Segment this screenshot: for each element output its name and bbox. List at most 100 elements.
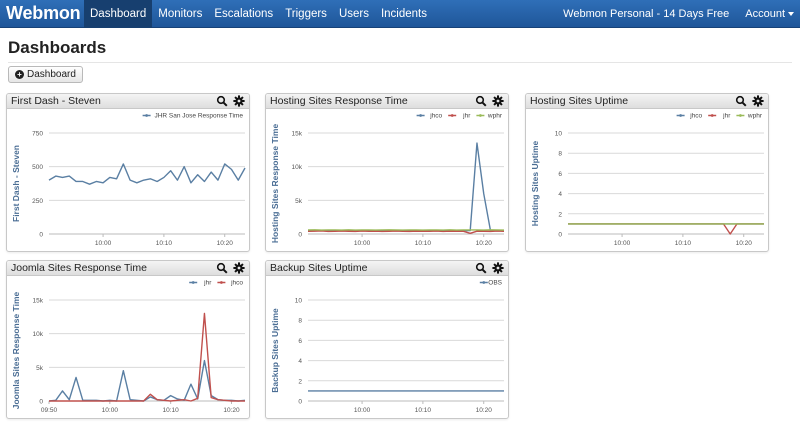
search-icon[interactable] [475,262,487,274]
series-line-jhco [307,142,505,232]
series-line-jhr [307,230,505,235]
plus-circle-icon: + [15,70,24,79]
y-tick-label: 2 [558,211,562,218]
nav-dashboard[interactable]: Dashboard [84,0,153,28]
x-tick-label: 09:50 [41,407,58,414]
legend-label: jhco [230,280,243,287]
widget-header: Hosting Sites Uptime [526,94,768,109]
widget-tools [470,262,504,274]
y-tick-label: 10 [295,298,303,305]
y-tick-label: 10k [33,331,44,338]
x-tick-label: 10:00 [354,240,371,247]
x-tick-label: 10:00 [354,407,371,414]
x-tick-label: 10:00 [102,407,119,414]
y-axis-label: Hosting Sites Uptime [530,140,540,226]
search-icon[interactable] [216,262,228,274]
legend-marker [191,281,195,284]
x-tick-label: 10:20 [223,407,240,414]
widget-title: Hosting Sites Uptime [530,95,629,107]
chart-backup-uptime: Backup Sites Uptime 0 2 4 6 8 10 10:00 10:10 10:2… [270,280,504,414]
search-icon[interactable] [735,95,747,107]
x-tick-label: 10:10 [675,240,692,247]
y-tick-label: 0 [39,399,43,406]
y-tick-label: 2 [298,378,302,385]
account-menu[interactable]: Account [745,0,794,28]
x-tick-label: 10:20 [217,240,234,247]
y-tick-label: 15k [33,298,44,305]
series-line-jhr [48,359,246,402]
main-nav: Dashboard Monitors Escalations Triggers … [84,0,433,28]
nav-escalations[interactable]: Escalations [214,8,274,20]
x-tick-label: 10:10 [415,407,432,414]
y-tick-label: 0 [39,232,43,239]
widget-tools [470,95,504,107]
x-tick-label: 10:00 [614,240,631,247]
nav-incidents[interactable]: Incidents [380,8,427,20]
y-tick-label: 500 [32,164,43,171]
legend-label: jhco [689,113,702,120]
nav-monitors[interactable]: Monitors [158,8,203,20]
legend-marker [220,281,223,284]
x-tick-label: 10:10 [156,240,173,247]
legend-label: wphr [487,113,503,120]
x-tick-label: 10:20 [476,407,493,414]
y-tick-label: 5k [36,365,44,372]
top-navbar: Webmon Dashboard Monitors Escalations Tr… [0,0,800,28]
legend-label: JHR San Jose Response Time [154,113,243,120]
add-dashboard-label: Dashboard [27,69,76,80]
legend-marker [679,114,682,117]
widget-header: Joomla Sites Response Time [7,261,249,276]
y-tick-label: 8 [298,318,302,325]
y-tick-label: 0 [558,232,562,239]
y-tick-label: 6 [298,338,302,345]
legend: JHR San Jose Response Time [142,113,243,120]
gear-icon[interactable] [492,95,504,107]
widget-backup-uptime: Backup Sites Uptime Backup Sites Uptime 0… [265,260,509,419]
y-tick-label: 10 [555,131,563,138]
chart-first-dash: First Dash - Steven 0 250 500 750 10:00 10:10 1… [11,113,246,247]
widget-title: Joomla Sites Response Time [11,262,147,274]
chart-hosting-uptime: Hosting Sites Uptime 0 2 4 6 8 10 10:00 10:10 10:… [530,113,764,247]
plan-label[interactable]: Webmon Personal - 14 Days Free [563,8,730,20]
gear-icon[interactable] [492,262,504,274]
account-label: Account [745,8,785,20]
legend-marker [482,281,486,284]
legend-label: wphr [747,113,763,120]
gear-icon[interactable] [752,95,764,107]
widget-header: First Dash - Steven [7,94,249,109]
widget-header: Hosting Sites Response Time [266,94,508,109]
widget-hosting-uptime: Hosting Sites Uptime Hosting Sites Uptim… [525,93,769,252]
y-axis-label: Hosting Sites Response Time [270,124,280,244]
legend-marker [145,114,149,117]
y-tick-label: 10k [292,164,303,171]
legend-label: jhr [462,113,471,120]
x-tick-label: 10:20 [736,240,753,247]
gear-icon[interactable] [233,262,245,274]
y-tick-label: 750 [32,131,43,138]
widget-joomla-response: Joomla Sites Response Time Joomla Sites … [6,260,250,419]
legend-label: OBS [488,280,502,287]
nav-triggers[interactable]: Triggers [285,8,327,20]
widget-header: Backup Sites Uptime [266,261,508,276]
widget-title: Backup Sites Uptime [270,262,368,274]
widget-tools [211,262,245,274]
search-icon[interactable] [216,95,228,107]
search-icon[interactable] [475,95,487,107]
chart-joomla-response: Joomla Sites Response Time 0 5k 10k 15k 09:50… [11,280,246,414]
brand-logo[interactable]: Webmon [6,3,81,23]
y-axis-label: First Dash - Steven [11,145,21,222]
legend-marker [739,114,742,117]
y-tick-label: 8 [558,151,562,158]
y-tick-label: 5k [295,198,303,205]
x-tick-label: 10:20 [476,240,493,247]
nav-right: Webmon Personal - 14 Days Free Account [563,0,794,28]
legend-marker [419,114,422,117]
series-line-jhr [568,223,764,235]
gear-icon[interactable] [233,95,245,107]
add-dashboard-button[interactable]: + Dashboard [8,66,83,83]
x-tick-label: 10:10 [415,240,432,247]
page-title: Dashboards [8,38,107,57]
widget-first-dash: First Dash - Steven First Dash - Steven 0… [6,93,250,252]
nav-users[interactable]: Users [338,8,369,20]
y-tick-label: 250 [32,198,43,205]
